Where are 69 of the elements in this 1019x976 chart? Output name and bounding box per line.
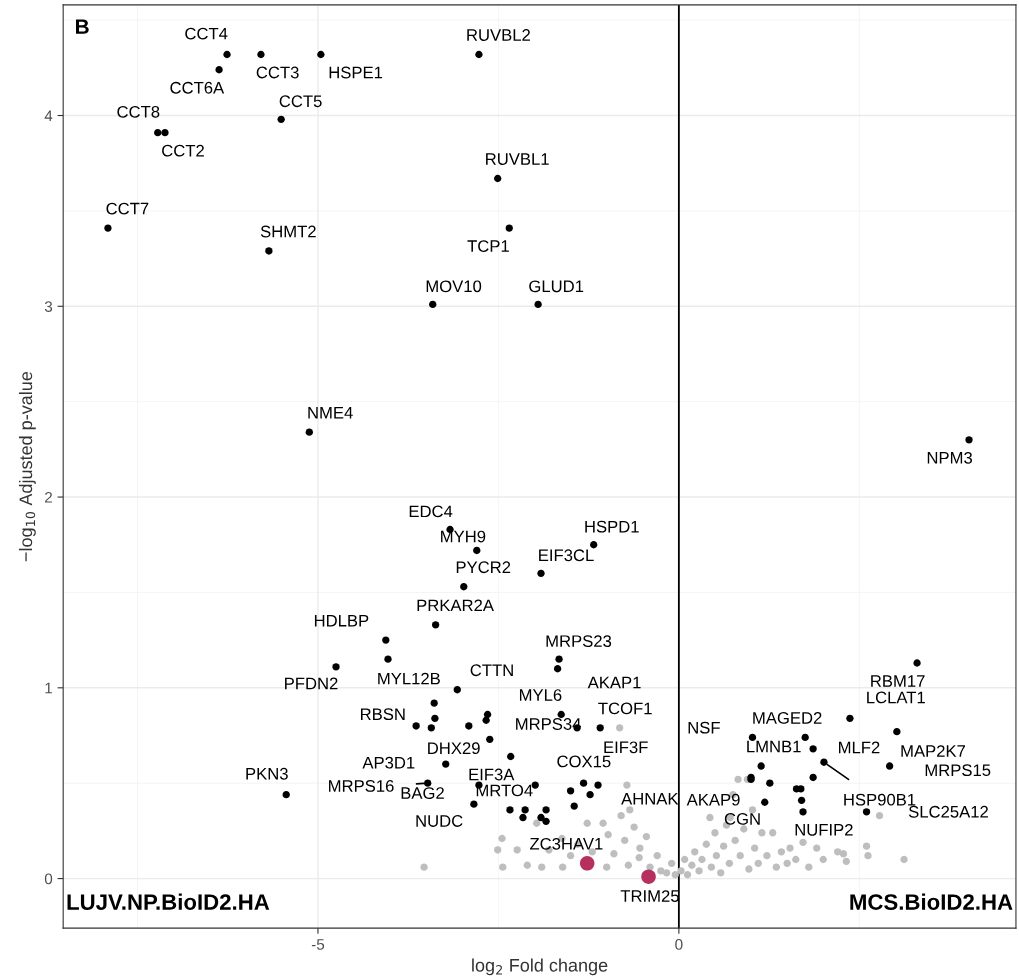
- annotation: HSPE1: [329, 66, 383, 79]
- annotation: MRTO4: [476, 784, 533, 797]
- annotation: LUJV.NP.BioID2.HA: [67, 893, 270, 910]
- annotation: TCP1: [467, 240, 509, 252]
- annotation: HSPD1: [585, 520, 639, 533]
- x-axis-title: log$_{2}$ Fold change: [472, 958, 608, 976]
- annotation: AHNAK: [621, 793, 679, 805]
- annotation: DHX29: [428, 742, 480, 755]
- annotation: SHMT2: [260, 225, 316, 238]
- annotation: CCT6A: [170, 81, 225, 94]
- annotation: HSP90B1: [844, 793, 916, 806]
- annotation: CTTN: [470, 664, 513, 677]
- annotation: GLUD1: [529, 280, 584, 293]
- y-tick-label: 1: [45, 682, 53, 694]
- annotation: MRPS15: [925, 764, 991, 777]
- annotation: PKN3: [246, 767, 288, 780]
- annotation: PRKAR2A: [417, 599, 494, 612]
- annotation: NUFIP2: [795, 823, 853, 836]
- annotation: RBM17: [871, 675, 925, 687]
- annotation: AKAP1: [587, 676, 641, 689]
- annotation: CCT5: [279, 95, 322, 108]
- annotation: CCT3: [256, 66, 299, 79]
- annotation: MCS.BioID2.HA: [850, 893, 1013, 910]
- annotation: NPM3: [927, 451, 972, 464]
- annotation: RUVBL1: [486, 153, 549, 165]
- annotation: PFDN2: [285, 677, 338, 690]
- annotation: CCT8: [117, 105, 160, 118]
- annotation: ZC3HAV1: [530, 837, 603, 850]
- annotation: BAG2: [401, 787, 444, 799]
- y-tick-label: 0: [44, 873, 53, 885]
- y-tick-label: 3: [44, 301, 53, 312]
- annotation: MRPS34: [516, 718, 581, 730]
- annotation: MRPS23: [546, 635, 612, 648]
- annotation: MYL12B: [378, 672, 440, 685]
- annotation: CCT7: [106, 202, 149, 215]
- annotation: B: [76, 19, 89, 34]
- annotation: MLF2: [839, 741, 880, 754]
- annotation: MAGED2: [753, 712, 822, 724]
- annotation: AP3D1: [362, 756, 415, 769]
- annotation: RBSN: [361, 708, 405, 721]
- annotation: COX15: [557, 755, 611, 768]
- annotation: TCOF1: [598, 702, 652, 715]
- annotation: MYH9: [441, 530, 486, 543]
- annotation: EIF3F: [604, 741, 648, 754]
- annotation: CGN: [724, 813, 760, 825]
- annotation: NME4: [308, 406, 353, 419]
- annotation: TRIM25: [620, 890, 679, 902]
- annotation: EIF3CL: [539, 549, 594, 562]
- annotation: LCLAT1: [867, 691, 925, 704]
- annotation: CCT4: [185, 27, 228, 40]
- annotation: SLC25A12: [908, 805, 988, 818]
- y-tick-label: 2: [45, 491, 52, 503]
- annotation: PYCR2: [456, 561, 511, 574]
- annotation: MOV10: [426, 280, 482, 293]
- x-tick-label: -5: [311, 939, 325, 950]
- annotation: EIF3A: [469, 768, 515, 781]
- annotation: HDLBP: [314, 614, 369, 627]
- annotation: AKAP9: [686, 793, 740, 806]
- y-axis-title: −log$_{10}$ Adjusted p-value: [18, 371, 36, 562]
- annotation: MAP2K7: [901, 745, 966, 757]
- annotation: CCT2: [162, 144, 204, 157]
- annotation: RUVBL2: [467, 29, 530, 41]
- annotation: MRPS16: [329, 780, 394, 792]
- annotation: EDC4: [409, 505, 453, 518]
- annotation: MYL6: [519, 689, 562, 701]
- annotation: LMNB1: [747, 740, 801, 753]
- annotation: NSF: [688, 721, 720, 734]
- y-tick-label: 4: [44, 110, 53, 122]
- annotation: NUDC: [416, 815, 463, 827]
